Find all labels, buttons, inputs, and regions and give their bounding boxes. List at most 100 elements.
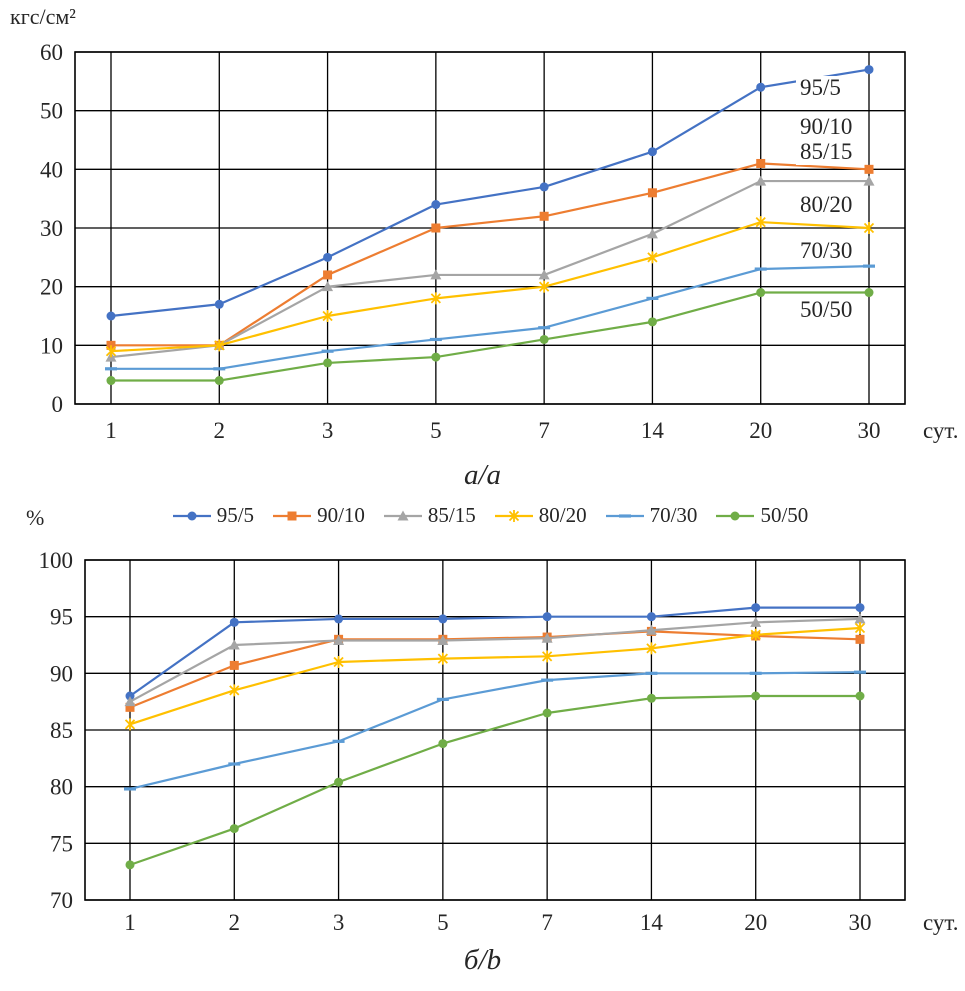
series-line (129, 606, 860, 697)
series-line (129, 617, 861, 703)
circle-marker-icon (334, 777, 344, 787)
legend-label: 70/30 (649, 503, 698, 527)
square-marker-icon (647, 188, 657, 198)
series-label: 80/20 (800, 192, 852, 217)
legend-circle-marker-icon (716, 511, 755, 520)
triangle-marker-icon (750, 616, 762, 627)
y-tick-label: 0 (52, 392, 64, 417)
series-label: 85/15 (800, 139, 852, 164)
x-tick-label: 2 (214, 418, 226, 443)
circle-marker-icon (646, 612, 656, 622)
x-axis-unit-label: сут. (923, 418, 958, 443)
y-tick-label: 10 (40, 333, 63, 358)
x-marker-icon (508, 509, 519, 522)
triangle-marker-icon (124, 696, 136, 707)
triangle-marker-icon (333, 634, 345, 645)
triangle-marker-icon (645, 624, 657, 635)
legend-square-marker-icon (273, 511, 312, 520)
y-tick-label: 20 (40, 275, 63, 300)
circle-marker-icon (646, 693, 656, 703)
circle-marker-icon (864, 288, 874, 298)
series-70/30 (124, 670, 866, 791)
x-tick-label: 30 (858, 418, 881, 443)
series-80/20 (124, 622, 866, 731)
circle-marker-icon (542, 612, 552, 622)
circle-marker-icon (229, 617, 239, 627)
series-95/5 (125, 603, 865, 701)
triangle-marker-icon (541, 632, 553, 643)
series-70/30 (105, 264, 875, 371)
series-label: 50/50 (800, 297, 852, 322)
chart-a-caption: а/а (463, 459, 502, 491)
circle-marker-icon (539, 182, 549, 192)
square-marker-icon (431, 223, 441, 233)
x-marker-icon (863, 222, 875, 234)
x-marker-icon (750, 628, 761, 641)
legend-label: 85/15 (427, 503, 476, 527)
circle-marker-icon (647, 317, 657, 327)
series-label-bg (796, 239, 862, 264)
circle-marker-icon (751, 691, 761, 701)
series-label-bg (796, 298, 862, 323)
circle-marker-icon (539, 334, 549, 344)
series-line (111, 265, 870, 370)
square-marker-icon (287, 511, 297, 520)
series-label: 90/10 (800, 114, 852, 139)
x-marker-icon (333, 656, 344, 668)
series-label: 70/30 (800, 238, 852, 263)
triangle-marker-icon (397, 510, 409, 520)
circle-marker-icon (864, 65, 874, 75)
x-marker-icon (646, 642, 657, 655)
circle-marker-icon (106, 311, 116, 321)
y-tick-label: 85 (50, 718, 73, 743)
x-tick-label: 30 (849, 910, 872, 935)
circle-marker-icon (125, 691, 135, 701)
chart-a: 0 10 20 30 40 50 60 1 2 3 5 7 14 20 30 сут. 95/5 90/1085/… (40, 40, 958, 443)
series-line (110, 221, 870, 353)
y-tick-label: 40 (40, 157, 63, 182)
x-marker-icon (214, 339, 225, 352)
y-tick-label: 50 (40, 99, 63, 124)
series-label-bg (796, 115, 862, 140)
x-tick-label: 20 (749, 418, 772, 443)
series-80/20 (105, 216, 875, 358)
legend-label: 80/20 (538, 503, 587, 527)
triangle-marker-icon (854, 613, 866, 624)
chart-a-y-unit-label: кгс/см² (10, 4, 76, 29)
triangle-marker-icon (322, 281, 334, 292)
series-line (129, 630, 861, 709)
circle-marker-icon (187, 511, 197, 520)
series-line (111, 291, 869, 382)
chart-b: 70 75 80 85 90 95 100 1 2 3 5 7 14 20 30 сут. (39, 548, 959, 935)
series-line (110, 179, 869, 359)
square-marker-icon (756, 158, 766, 168)
circle-marker-icon (125, 860, 135, 870)
circle-marker-icon (323, 252, 333, 262)
circle-marker-icon (323, 358, 333, 368)
series-line (129, 694, 860, 866)
legend-label: 95/5 (216, 503, 255, 527)
series-50/50 (106, 288, 874, 386)
x-tick-label: 7 (541, 910, 553, 935)
x-marker-icon (105, 345, 117, 358)
series-line (111, 162, 870, 347)
triangle-marker-icon (755, 175, 767, 186)
legend-item-80/20: 80/20 (494, 503, 587, 528)
triangle-marker-icon (228, 639, 240, 650)
x-marker-icon (437, 652, 448, 665)
x-tick-label: 5 (437, 910, 449, 935)
x-tick-label: 3 (333, 910, 345, 935)
x-axis-unit-label: сут. (923, 910, 958, 935)
series-label: 95/5 (800, 75, 841, 100)
chart-a-grid (74, 51, 906, 405)
square-marker-icon (539, 211, 549, 221)
y-tick-label: 30 (40, 216, 63, 241)
legend-item-90/10: 90/10 (272, 503, 365, 528)
circle-marker-icon (334, 614, 344, 624)
triangle-marker-icon (863, 175, 875, 186)
square-marker-icon (855, 634, 865, 644)
x-tick-label: 5 (430, 418, 442, 443)
series-line (110, 68, 870, 318)
series-50/50 (125, 691, 865, 870)
series-label-bg (796, 140, 862, 165)
